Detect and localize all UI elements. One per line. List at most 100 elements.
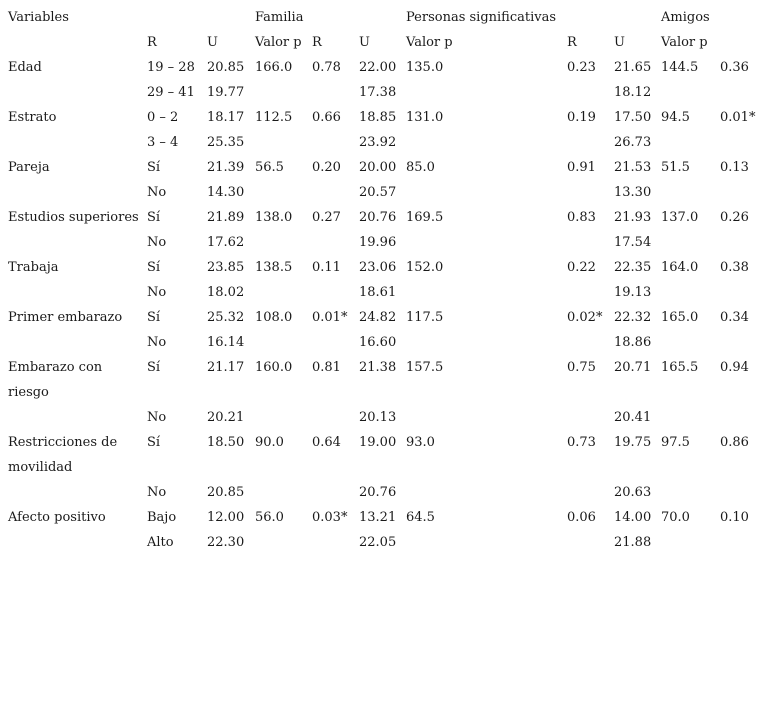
personas-valor-p: 152.0: [406, 260, 444, 275]
familia-p: 0.03*: [312, 510, 348, 525]
familia-p: 0.64: [312, 435, 341, 450]
familia-p: 0.81: [312, 360, 341, 375]
amigos-u: 22.32: [614, 310, 652, 325]
personas-valor-p: 117.5: [406, 310, 444, 325]
row-category: No: [147, 335, 167, 350]
personas-valor-p: 85.0: [406, 160, 435, 175]
amigos-p: 0.13: [720, 160, 749, 175]
row-category: Sí: [147, 310, 161, 325]
familia-u: 20.85: [207, 485, 245, 500]
subheader-amigos-u: U: [614, 35, 625, 50]
familia-valor-p: 112.5: [255, 110, 293, 125]
row-category: 19 – 28: [147, 60, 195, 75]
personas-u: 19.96: [359, 235, 397, 250]
familia-valor-p: 138.0: [255, 210, 293, 225]
personas-valor-p: 135.0: [406, 60, 444, 75]
amigos-valor-p: 51.5: [661, 160, 690, 175]
familia-p: 0.20: [312, 160, 341, 175]
familia-u: 21.89: [207, 210, 245, 225]
amigos-valor-p: 137.0: [661, 210, 699, 225]
row-category: No: [147, 410, 167, 425]
amigos-u: 18.12: [614, 85, 652, 100]
personas-u: 18.61: [359, 285, 397, 300]
personas-valor-p: 131.0: [406, 110, 444, 125]
familia-u: 17.62: [207, 235, 245, 250]
subheader-personas-valor-p: Valor p: [406, 35, 453, 50]
personas-u: 20.76: [359, 210, 397, 225]
subheader-personas-r: R: [312, 35, 322, 50]
familia-u: 14.30: [207, 185, 245, 200]
row-variable: Primer embarazo: [8, 310, 123, 325]
header-familia: Familia: [255, 10, 304, 25]
personas-u: 18.85: [359, 110, 397, 125]
personas-u: 20.13: [359, 410, 397, 425]
header-amigos: Amigos: [661, 10, 710, 25]
familia-u: 16.14: [207, 335, 245, 350]
amigos-p: 0.34: [720, 310, 749, 325]
row-category: Sí: [147, 160, 161, 175]
row-category: No: [147, 185, 167, 200]
familia-u: 23.85: [207, 260, 245, 275]
amigos-valor-p: 70.0: [661, 510, 690, 525]
header-personas-significativas: Personas significativas: [406, 10, 557, 25]
familia-u: 12.00: [207, 510, 245, 525]
row-variable: Afecto positivo: [8, 510, 106, 525]
subheader-amigos-r: R: [567, 35, 577, 50]
amigos-p: 0.01*: [720, 110, 756, 125]
amigos-u: 17.54: [614, 235, 652, 250]
row-category: Alto: [147, 535, 174, 550]
subheader-personas-u: U: [359, 35, 370, 50]
amigos-u: 13.30: [614, 185, 652, 200]
familia-u: 21.17: [207, 360, 245, 375]
amigos-u: 20.71: [614, 360, 652, 375]
familia-valor-p: 56.0: [255, 510, 284, 525]
row-category: Bajo: [147, 510, 177, 525]
amigos-u: 21.53: [614, 160, 652, 175]
personas-u: 20.00: [359, 160, 397, 175]
familia-p: 0.11: [312, 260, 341, 275]
personas-valor-p: 93.0: [406, 435, 435, 450]
personas-u: 20.76: [359, 485, 397, 500]
row-variable: Edad: [8, 60, 42, 75]
familia-u: 18.50: [207, 435, 245, 450]
amigos-p: 0.94: [720, 360, 749, 375]
amigos-u: 14.00: [614, 510, 652, 525]
personas-p: 0.22: [567, 260, 596, 275]
row-category: 0 – 2: [147, 110, 179, 125]
personas-u: 23.92: [359, 135, 397, 150]
amigos-p: 0.86: [720, 435, 749, 450]
familia-u: 25.32: [207, 310, 245, 325]
personas-valor-p: 169.5: [406, 210, 444, 225]
personas-valor-p: 157.5: [406, 360, 444, 375]
subheader-familia-u: U: [207, 35, 218, 50]
row-variable: Restricciones de movilidad: [8, 435, 118, 475]
familia-p: 0.27: [312, 210, 341, 225]
row-variable: Pareja: [8, 160, 50, 175]
familia-valor-p: 108.0: [255, 310, 293, 325]
amigos-valor-p: 165.0: [661, 310, 699, 325]
familia-valor-p: 56.5: [255, 160, 284, 175]
row-category: 29 – 41: [147, 85, 195, 100]
personas-p: 0.19: [567, 110, 596, 125]
personas-u: 20.57: [359, 185, 397, 200]
personas-u: 22.00: [359, 60, 397, 75]
row-category: Sí: [147, 260, 161, 275]
subheader-familia-valor-p: Valor p: [255, 35, 302, 50]
row-category: No: [147, 285, 167, 300]
personas-u: 21.38: [359, 360, 397, 375]
amigos-p: 0.10: [720, 510, 749, 525]
personas-p: 0.23: [567, 60, 596, 75]
amigos-u: 19.75: [614, 435, 652, 450]
amigos-p: 0.38: [720, 260, 749, 275]
personas-p: 0.06: [567, 510, 596, 525]
row-category: Sí: [147, 210, 161, 225]
familia-u: 21.39: [207, 160, 245, 175]
familia-p: 0.78: [312, 60, 341, 75]
amigos-p: 0.26: [720, 210, 749, 225]
familia-valor-p: 138.5: [255, 260, 293, 275]
header-variables: Variables: [8, 10, 69, 25]
familia-u: 18.02: [207, 285, 245, 300]
amigos-u: 21.93: [614, 210, 652, 225]
familia-valor-p: 90.0: [255, 435, 284, 450]
